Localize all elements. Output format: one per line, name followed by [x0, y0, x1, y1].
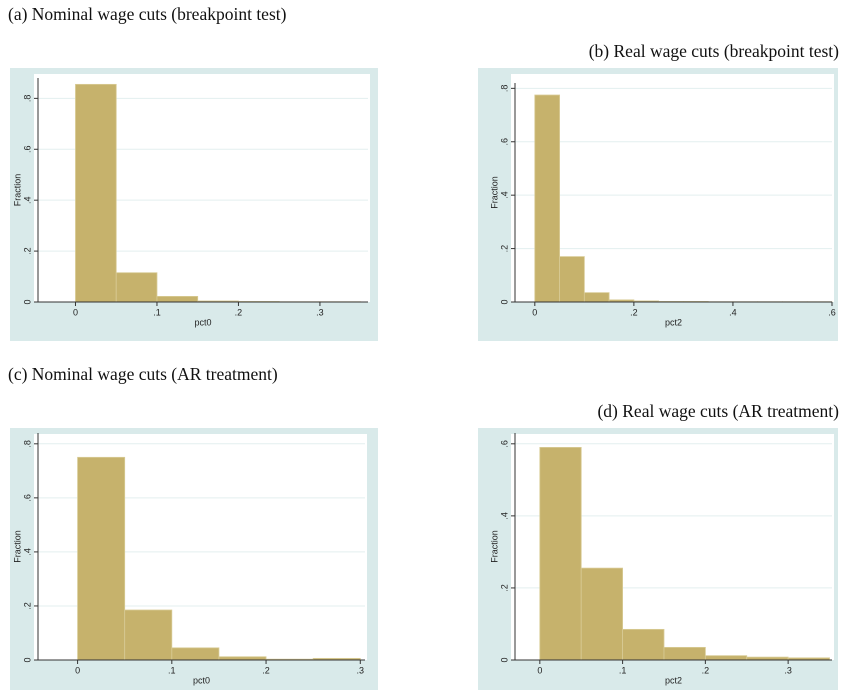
y-tick-label: .4: [22, 548, 32, 556]
x-tick-label: 0: [75, 665, 80, 675]
y-tick-label: 0: [499, 299, 509, 304]
x-tick-label: .3: [784, 665, 792, 675]
y-tick-label: .8: [22, 95, 32, 103]
y-axis-label: Fraction: [12, 174, 22, 207]
y-tick-label: .4: [22, 196, 32, 204]
y-tick-label: 0: [22, 657, 32, 662]
bar: [156, 295, 199, 303]
x-axis-label: pct2: [665, 317, 682, 327]
bar: [704, 655, 748, 661]
x-tick-label: .1: [619, 665, 627, 675]
x-tick-label: .1: [153, 307, 161, 317]
x-axis-label: pct2: [665, 675, 682, 685]
bar: [539, 447, 582, 661]
caption: (d) Real wage cuts (AR treatment): [597, 401, 839, 421]
x-tick-label: .2: [702, 665, 710, 675]
x-tick-label: .6: [828, 307, 836, 317]
y-tick-label: .2: [499, 584, 509, 592]
bar: [622, 628, 665, 661]
caption: (b) Real wage cuts (breakpoint test): [588, 41, 839, 61]
x-tick-label: .3: [316, 307, 324, 317]
y-tick-label: .6: [499, 138, 509, 146]
bar: [534, 94, 560, 303]
y-tick-label: .4: [499, 191, 509, 199]
x-tick-label: .1: [168, 665, 176, 675]
bar: [115, 272, 158, 303]
caption: (a) Nominal wage cuts (breakpoint test): [8, 4, 287, 24]
bar: [75, 83, 117, 303]
y-tick-label: .6: [499, 440, 509, 448]
bar: [171, 647, 220, 661]
y-tick-label: .8: [499, 85, 509, 93]
y-axis-label: Fraction: [489, 176, 499, 209]
x-tick-label: 0: [73, 307, 78, 317]
caption: (c) Nominal wage cuts (AR treat­ment): [8, 364, 278, 384]
bar: [559, 256, 585, 303]
y-tick-label: .4: [499, 512, 509, 520]
x-tick-label: .2: [630, 307, 638, 317]
x-tick-label: .2: [235, 307, 243, 317]
y-tick-label: 0: [499, 657, 509, 662]
x-axis-label: pct0: [194, 317, 211, 327]
bar: [580, 567, 623, 661]
bar: [77, 456, 126, 661]
x-tick-label: 0: [537, 665, 542, 675]
x-axis-label: pct0: [193, 675, 210, 685]
x-tick-label: 0: [532, 307, 537, 317]
bar: [663, 646, 706, 661]
y-axis-label: Fraction: [12, 530, 22, 563]
x-tick-label: .4: [729, 307, 737, 317]
y-tick-label: .6: [22, 494, 32, 502]
bar: [583, 292, 610, 303]
y-tick-label: .8: [22, 440, 32, 448]
y-tick-label: .2: [22, 602, 32, 610]
y-tick-label: 0: [22, 299, 32, 304]
x-tick-label: .3: [357, 665, 365, 675]
y-tick-label: .2: [499, 245, 509, 253]
y-tick-label: .2: [22, 247, 32, 255]
y-axis-label: Fraction: [489, 530, 499, 563]
x-tick-label: .2: [262, 665, 270, 675]
bar: [124, 609, 173, 661]
y-tick-label: .6: [22, 146, 32, 154]
